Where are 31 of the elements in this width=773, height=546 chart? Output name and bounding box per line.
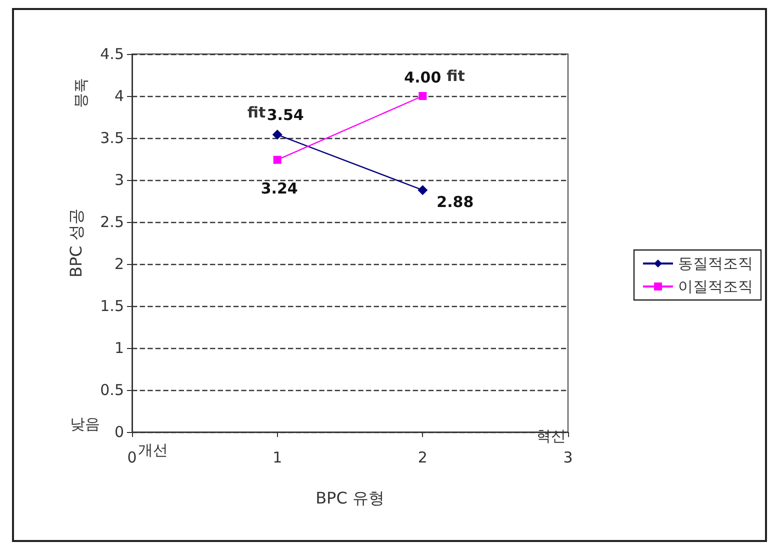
x-tick-label: 2 xyxy=(418,448,428,466)
data-label: 2.88 xyxy=(436,193,474,212)
data-label: 4.00 xyxy=(404,68,442,86)
y-axis-title: BPC 성공 xyxy=(66,208,86,278)
y-tick-label: 1 xyxy=(114,339,124,357)
y-tick-label: 2 xyxy=(114,255,124,273)
y-tick-label: 4.5 xyxy=(100,45,124,63)
y-tick-label: 0 xyxy=(114,423,124,441)
data-label: 3.24 xyxy=(260,179,298,198)
data-label: 3.54 xyxy=(266,106,304,124)
text: 낮음 xyxy=(70,415,100,433)
annotation: fit xyxy=(446,67,465,85)
x-axis-title: BPC 유형 xyxy=(316,488,384,508)
x-tick-label: 0 xyxy=(127,448,137,466)
text: 높음 xyxy=(73,78,91,108)
point xyxy=(273,156,282,164)
legend-label: 이질적조직 xyxy=(678,278,753,296)
y-tick-label: 3 xyxy=(114,171,124,189)
legend-label: 동질적조직 xyxy=(678,254,753,272)
text: 개선 xyxy=(138,441,168,459)
point xyxy=(272,130,282,140)
point xyxy=(418,185,428,196)
x-tick-label: 1 xyxy=(272,448,282,466)
annotation: fit xyxy=(247,104,266,122)
y-tick-label: 3.5 xyxy=(100,129,124,147)
y-tick-label: 0.5 xyxy=(100,381,124,399)
y-tick-label: 1.5 xyxy=(100,297,124,315)
y-tick-label: 4 xyxy=(114,87,124,105)
point xyxy=(418,92,427,100)
y-tick-label: 2.5 xyxy=(100,213,124,231)
x-tick-label: 3 xyxy=(563,448,573,466)
